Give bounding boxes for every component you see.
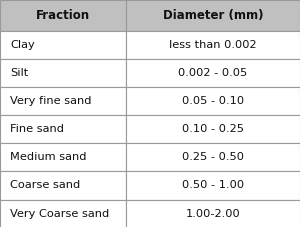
Text: Medium sand: Medium sand (10, 152, 87, 162)
Bar (0, 143, 126, 171)
Bar (126, 143, 300, 171)
Bar (126, 87, 300, 115)
Text: less than 0.002: less than 0.002 (169, 40, 257, 50)
Text: 0.10 - 0.25: 0.10 - 0.25 (182, 124, 244, 134)
Bar (126, 0, 300, 31)
Bar (0, 59, 126, 87)
Text: Very fine sand: Very fine sand (10, 96, 92, 106)
Text: Very Coarse sand: Very Coarse sand (10, 209, 109, 219)
Text: Fraction: Fraction (36, 9, 90, 22)
Text: 0.25 - 0.50: 0.25 - 0.50 (182, 152, 244, 162)
Bar (0, 0, 126, 31)
Text: 0.05 - 0.10: 0.05 - 0.10 (182, 96, 244, 106)
Text: Diameter (mm): Diameter (mm) (163, 9, 263, 22)
Bar (126, 31, 300, 59)
Bar (0, 31, 126, 59)
Text: Coarse sand: Coarse sand (10, 180, 80, 190)
Bar (126, 59, 300, 87)
Bar (126, 115, 300, 143)
Text: 0.50 - 1.00: 0.50 - 1.00 (182, 180, 244, 190)
Text: 1.00-2.00: 1.00-2.00 (186, 209, 240, 219)
Bar (126, 200, 300, 227)
Text: Silt: Silt (10, 68, 28, 78)
Bar (0, 115, 126, 143)
Text: Clay: Clay (10, 40, 35, 50)
Text: Fine sand: Fine sand (10, 124, 64, 134)
Bar (0, 171, 126, 200)
Text: 0.002 - 0.05: 0.002 - 0.05 (178, 68, 248, 78)
Bar (126, 171, 300, 200)
Bar (0, 87, 126, 115)
Bar (0, 200, 126, 227)
